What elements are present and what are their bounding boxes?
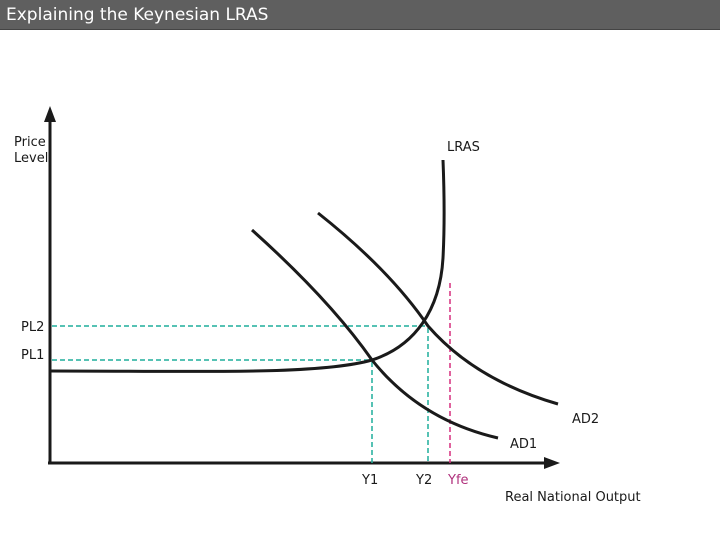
ad1-label: AD1 [510, 437, 537, 452]
x-axis-arrowhead [544, 457, 560, 469]
lras-label: LRAS [447, 140, 480, 155]
y2-label: Y2 [415, 473, 432, 488]
slide-title: Explaining the Keynesian LRAS [6, 5, 269, 25]
y-axis-label-line2: Level [14, 151, 48, 166]
ad2-curve [317, 211, 559, 406]
lras-curve [49, 159, 446, 373]
yfe-label: Yfe [447, 473, 469, 488]
pl1-label: PL1 [21, 348, 44, 363]
ad1-curve [250, 228, 499, 440]
y-axis-arrowhead [44, 106, 56, 122]
ad2-label: AD2 [572, 412, 599, 427]
x-axis-label: Real National Output [505, 490, 641, 505]
y1-label: Y1 [361, 473, 378, 488]
y-axis-label-line1: Price [14, 135, 46, 150]
pl2-label: PL2 [21, 320, 44, 335]
title-bar: Explaining the Keynesian LRAS [0, 0, 720, 30]
